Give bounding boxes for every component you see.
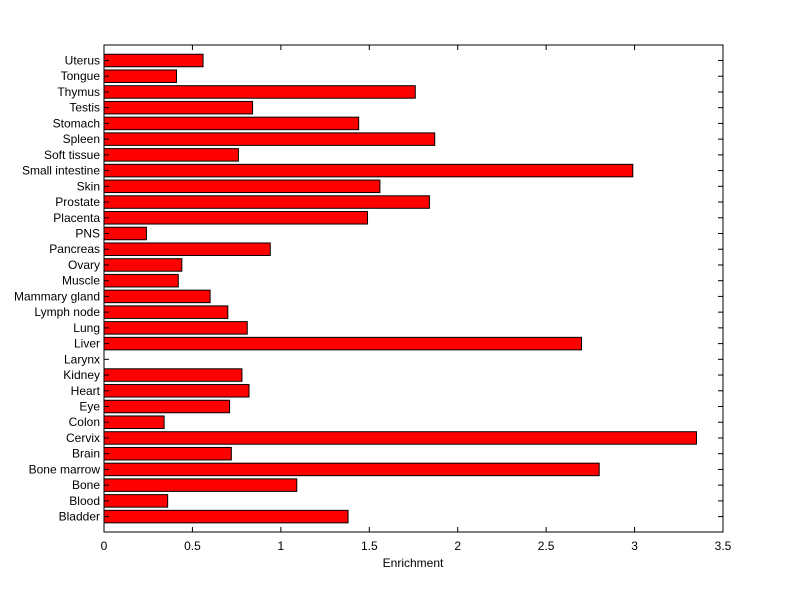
bar-lymph-node bbox=[103, 305, 229, 319]
x-tick-label: 0 bbox=[101, 539, 108, 553]
y-tick-label-stomach: Stomach bbox=[53, 116, 100, 130]
bar-uterus bbox=[103, 53, 204, 68]
bar-brain bbox=[103, 446, 232, 461]
y-tick-label-small-intestine: Small intestine bbox=[22, 164, 100, 178]
x-tick-label: 1.5 bbox=[361, 539, 378, 553]
x-tick-label: 3 bbox=[631, 539, 638, 553]
bar-bone-marrow bbox=[103, 462, 600, 477]
y-tick-label-pancreas: Pancreas bbox=[49, 242, 100, 256]
y-tick-label-liver: Liver bbox=[74, 337, 100, 351]
bar-heart bbox=[103, 384, 250, 398]
x-tick-label: 2.5 bbox=[538, 539, 555, 553]
y-tick-label-mammary-gland: Mammary gland bbox=[14, 289, 100, 303]
y-tick-label-cervix: Cervix bbox=[66, 431, 100, 445]
bar-eye bbox=[103, 399, 231, 414]
y-tick-label-bone-marrow: Bone marrow bbox=[29, 462, 101, 476]
y-tick-label-heart: Heart bbox=[71, 384, 101, 398]
bar-placenta bbox=[103, 211, 369, 225]
bar-muscle bbox=[103, 273, 179, 288]
bar-kidney bbox=[103, 368, 243, 382]
y-tick-label-placenta: Placenta bbox=[53, 211, 100, 225]
y-tick-label-colon: Colon bbox=[69, 415, 100, 429]
bar-blood bbox=[103, 494, 169, 508]
y-tick-label-larynx: Larynx bbox=[64, 352, 100, 366]
y-tick-label-kidney: Kidney bbox=[63, 368, 100, 382]
x-tick-label: 2 bbox=[454, 539, 461, 553]
y-tick-label-spleen: Spleen bbox=[63, 132, 100, 146]
bar-lung bbox=[103, 321, 248, 335]
y-tick-label-muscle: Muscle bbox=[62, 274, 100, 288]
y-tick-label-uterus: Uterus bbox=[65, 54, 100, 68]
y-tick-label-soft-tissue: Soft tissue bbox=[44, 148, 100, 162]
bar-spleen bbox=[103, 132, 436, 146]
bar-bone bbox=[103, 478, 298, 492]
bars-group bbox=[103, 53, 697, 524]
bar-prostate bbox=[103, 195, 430, 209]
y-tick-label-prostate: Prostate bbox=[55, 195, 100, 209]
y-tick-label-skin: Skin bbox=[77, 179, 100, 193]
x-axis-label: Enrichment bbox=[383, 556, 444, 570]
bar-pancreas bbox=[103, 242, 271, 256]
y-tick-label-thymus: Thymus bbox=[57, 85, 100, 99]
bar-ovary bbox=[103, 258, 183, 272]
y-tick-label-tongue: Tongue bbox=[61, 69, 101, 83]
x-tick-label: 1 bbox=[278, 539, 285, 553]
y-tick-label-eye: Eye bbox=[79, 400, 100, 414]
bar-pns bbox=[103, 226, 147, 241]
bar-cervix bbox=[103, 431, 697, 445]
bar-skin bbox=[103, 179, 381, 194]
y-tick-label-blood: Blood bbox=[69, 494, 100, 508]
bar-soft-tissue bbox=[103, 148, 239, 162]
bar-tongue bbox=[103, 69, 178, 83]
bar-stomach bbox=[103, 116, 360, 131]
y-tick-label-bladder: Bladder bbox=[59, 510, 100, 524]
x-tick-labels: 0 0.5 1 1.5 2 2.5 3 3.5 bbox=[101, 45, 732, 553]
bar-thymus bbox=[103, 85, 416, 99]
y-tick-label-bone: Bone bbox=[72, 478, 100, 492]
y-tick-label-lung: Lung bbox=[73, 321, 100, 335]
bar-testis bbox=[103, 100, 254, 115]
bar-colon bbox=[103, 415, 165, 429]
y-tick-label-brain: Brain bbox=[72, 447, 100, 461]
y-tick-label-testis: Testis bbox=[69, 101, 100, 115]
plot-area-frame bbox=[103, 44, 724, 533]
y-tick-label-ovary: Ovary bbox=[68, 258, 100, 272]
bar-mammary-gland bbox=[103, 289, 211, 304]
bar-liver bbox=[103, 336, 583, 351]
y-tick-label-lymph-node: Lymph node bbox=[34, 305, 100, 319]
y-tick-label-pns: PNS bbox=[75, 227, 100, 241]
x-tick-label: 0.5 bbox=[184, 539, 201, 553]
bar-bladder bbox=[103, 509, 349, 524]
bar-small-intestine bbox=[103, 163, 634, 178]
x-tick-label: 3.5 bbox=[715, 539, 732, 553]
